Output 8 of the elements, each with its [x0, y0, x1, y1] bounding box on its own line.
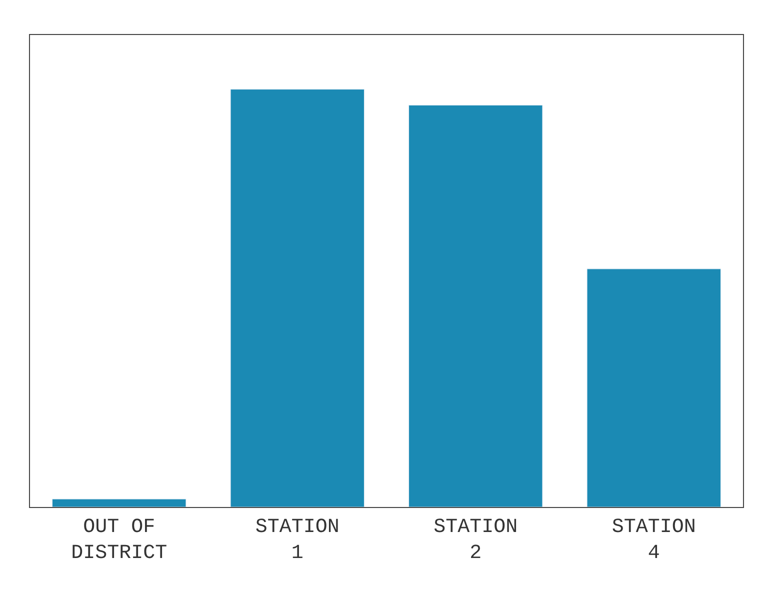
bar — [230, 89, 364, 507]
x-tick-label: OUT OF DISTRICT — [71, 516, 168, 565]
x-tick-label: STATION 1 — [255, 516, 340, 565]
bar — [408, 104, 543, 507]
bar — [586, 268, 721, 507]
x-tick-label: STATION 4 — [612, 516, 696, 565]
x-tick-label: STATION 2 — [434, 516, 518, 565]
bar — [52, 498, 186, 507]
